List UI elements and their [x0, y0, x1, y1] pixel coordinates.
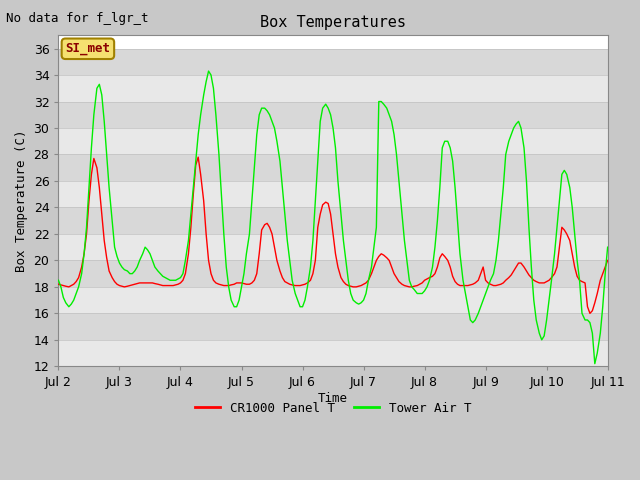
Text: SI_met: SI_met — [65, 42, 111, 55]
Bar — [58, 181, 607, 207]
Bar — [58, 207, 607, 234]
Text: No data for f_lgr_t: No data for f_lgr_t — [6, 12, 149, 25]
Bar — [58, 128, 607, 155]
Bar — [58, 48, 607, 75]
Bar — [58, 340, 607, 366]
Bar — [58, 234, 607, 261]
Bar — [58, 261, 607, 287]
Bar — [58, 155, 607, 181]
Bar — [58, 313, 607, 340]
Bar — [58, 102, 607, 128]
Title: Box Temperatures: Box Temperatures — [260, 15, 406, 30]
Bar — [58, 75, 607, 102]
Bar — [58, 287, 607, 313]
Legend: CR1000 Panel T, Tower Air T: CR1000 Panel T, Tower Air T — [190, 396, 476, 420]
Y-axis label: Box Temperature (C): Box Temperature (C) — [15, 130, 28, 272]
X-axis label: Time: Time — [318, 392, 348, 405]
